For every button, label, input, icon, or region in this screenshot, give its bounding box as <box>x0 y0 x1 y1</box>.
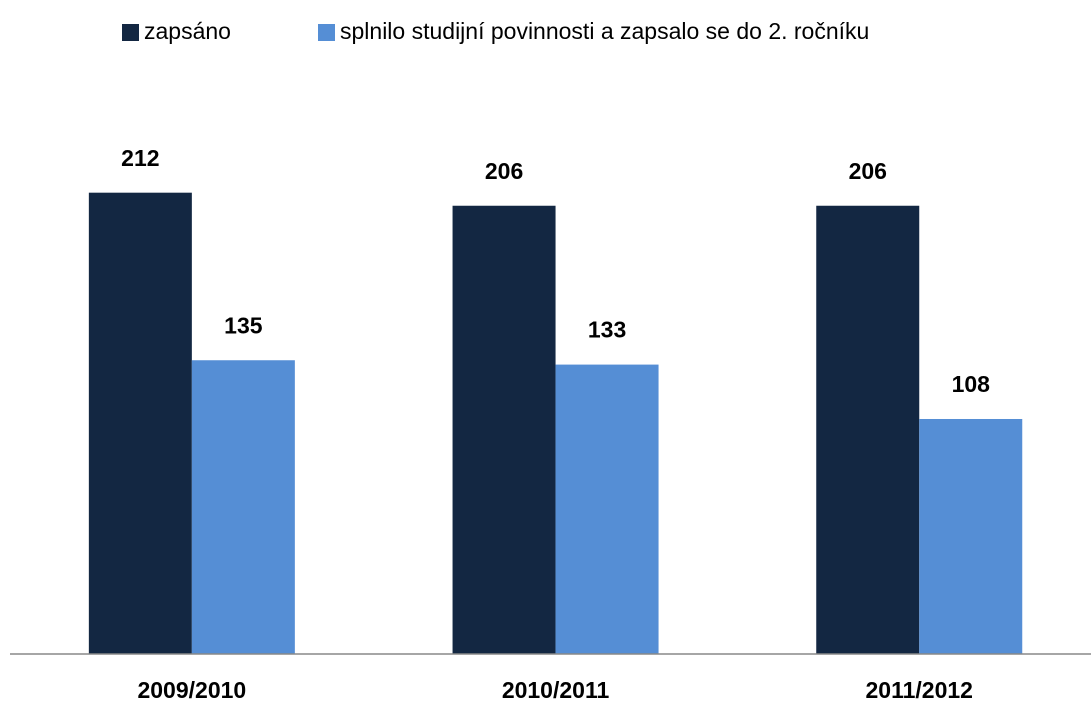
data-label: 108 <box>952 371 991 397</box>
bar <box>555 364 659 654</box>
bar <box>816 205 920 654</box>
bar <box>919 418 1023 654</box>
bar <box>88 192 192 655</box>
legend-label: zapsáno <box>144 18 231 44</box>
legend-label: splnilo studijní povinnosti a zapsalo se… <box>340 18 869 44</box>
data-label: 135 <box>224 312 263 338</box>
data-label: 206 <box>485 158 523 184</box>
data-label: 206 <box>849 158 887 184</box>
bar <box>452 205 556 654</box>
x-tick-label: 2009/2010 <box>137 677 246 703</box>
legend-swatch <box>122 24 139 41</box>
x-tick-label: 2010/2011 <box>502 677 610 703</box>
data-label: 133 <box>588 317 626 343</box>
x-tick-label: 2011/2012 <box>866 677 973 703</box>
bar <box>191 360 295 654</box>
legend-swatch <box>318 24 335 41</box>
data-label: 212 <box>121 145 159 171</box>
